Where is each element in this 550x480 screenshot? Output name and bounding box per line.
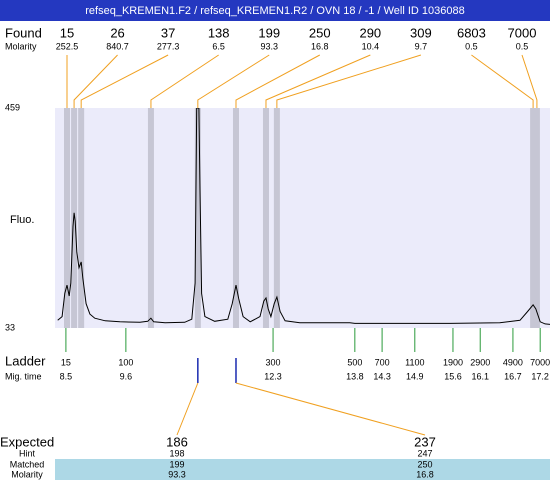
y-tick-label: 33 bbox=[5, 322, 15, 332]
mig-time-label: Mig. time bbox=[5, 371, 42, 381]
found-molarity: 10.4 bbox=[362, 41, 380, 51]
expected-value: 186 bbox=[166, 434, 188, 449]
ladder-time: 13.8 bbox=[346, 371, 364, 381]
found-size: 7000 bbox=[508, 25, 537, 40]
ladder-time: 14.9 bbox=[406, 371, 424, 381]
ladder-time: 16.7 bbox=[504, 371, 522, 381]
peak-band bbox=[147, 108, 154, 328]
expected-connector bbox=[176, 382, 199, 436]
peak-band bbox=[63, 108, 70, 328]
found-label: Found bbox=[5, 25, 42, 40]
found-size: 15 bbox=[60, 25, 74, 40]
peak-connector bbox=[73, 54, 118, 108]
ladder-size: 7000 bbox=[530, 357, 550, 367]
hint-value: 247 bbox=[417, 448, 432, 458]
found-molarity: 252.5 bbox=[56, 41, 79, 51]
ladder-size: 100 bbox=[118, 357, 133, 367]
peak-connector bbox=[265, 54, 371, 108]
ladder-size: 4900 bbox=[503, 357, 523, 367]
title-bar bbox=[0, 0, 550, 21]
found-molarity: 0.5 bbox=[516, 41, 529, 51]
found-size: 37 bbox=[161, 25, 175, 40]
matched-band bbox=[55, 459, 550, 480]
peak-band bbox=[530, 108, 537, 328]
found-molarity: 277.3 bbox=[157, 41, 180, 51]
peak-connector bbox=[80, 54, 169, 108]
peak-connector bbox=[276, 54, 422, 108]
ladder-size: 500 bbox=[347, 357, 362, 367]
peak-connector bbox=[471, 54, 534, 108]
found-molarity: 0.5 bbox=[465, 41, 478, 51]
trace bbox=[57, 108, 550, 325]
found-molarity: 16.8 bbox=[311, 41, 329, 51]
ladder-size: 1100 bbox=[405, 357, 424, 367]
peak-connector bbox=[235, 54, 321, 108]
ladder-size: 15 bbox=[61, 357, 71, 367]
ladder-size: 2900 bbox=[470, 357, 490, 367]
trace-group bbox=[57, 108, 550, 325]
found-size: 290 bbox=[359, 25, 381, 40]
peak-band bbox=[194, 108, 201, 328]
peak-connector bbox=[150, 54, 219, 108]
found-molarity: 840.7 bbox=[106, 41, 129, 51]
plot-area bbox=[55, 108, 550, 328]
expected-connector bbox=[235, 382, 426, 436]
peak-band bbox=[533, 108, 540, 328]
ladder-label: Ladder bbox=[5, 353, 46, 368]
hint-value: 198 bbox=[169, 448, 184, 458]
peak-connector bbox=[197, 54, 270, 108]
found-molarity: 6.5 bbox=[212, 41, 225, 51]
ladder-time: 15.6 bbox=[444, 371, 462, 381]
exp-molarity-label: Molarity bbox=[11, 469, 43, 479]
expected-value: 237 bbox=[414, 434, 436, 449]
found-size: 309 bbox=[410, 25, 432, 40]
ladder-time: 12.3 bbox=[264, 371, 282, 381]
ladder-time: 8.5 bbox=[60, 371, 73, 381]
ladder-size: 300 bbox=[266, 357, 281, 367]
ladder-size: 1900 bbox=[443, 357, 463, 367]
matched-label: Matched bbox=[10, 459, 45, 469]
expected-molarity: 16.8 bbox=[416, 469, 434, 479]
found-size: 199 bbox=[258, 25, 280, 40]
found-size: 138 bbox=[208, 25, 230, 40]
chart-title: refseq_KREMEN1.F2 / refseq_KREMEN1.R2 / … bbox=[85, 5, 464, 17]
ladder-time: 16.1 bbox=[471, 371, 489, 381]
found-molarity: 93.3 bbox=[260, 41, 278, 51]
y-tick-label: 459 bbox=[5, 102, 20, 112]
ladder-size: 700 bbox=[375, 357, 390, 367]
matched-value: 199 bbox=[169, 459, 184, 469]
y-axis-label: Fluo. bbox=[10, 214, 34, 226]
expected-molarity: 93.3 bbox=[168, 469, 186, 479]
expected-label: Expected bbox=[0, 434, 54, 449]
peak-band bbox=[262, 108, 269, 328]
ladder-time: 17.2 bbox=[531, 371, 549, 381]
molarity-label: Molarity bbox=[5, 41, 37, 51]
peak-band bbox=[78, 108, 85, 328]
ladder-time: 14.3 bbox=[373, 371, 391, 381]
peak-connector bbox=[521, 54, 538, 108]
peak-band bbox=[273, 108, 280, 328]
hint-label: Hint bbox=[19, 448, 36, 458]
matched-value: 250 bbox=[417, 459, 432, 469]
peak-band bbox=[232, 108, 239, 328]
found-size: 250 bbox=[309, 25, 331, 40]
found-size: 26 bbox=[110, 25, 124, 40]
ladder-time: 9.6 bbox=[120, 371, 133, 381]
found-molarity: 9.7 bbox=[415, 41, 428, 51]
found-size: 6803 bbox=[457, 25, 486, 40]
